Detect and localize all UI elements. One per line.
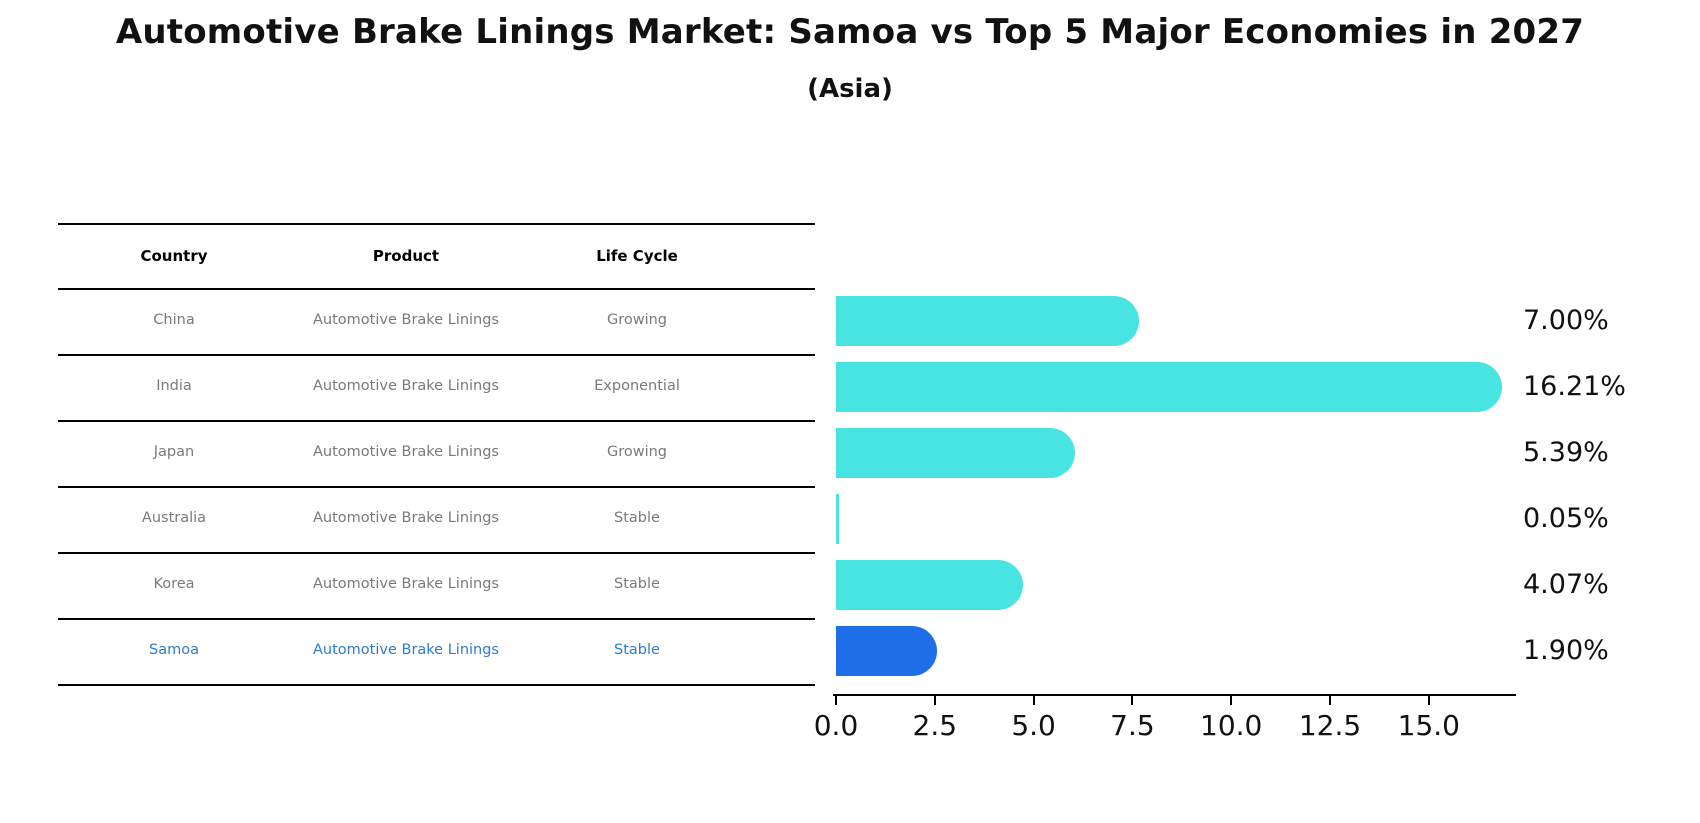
table-row-divider: [58, 354, 815, 356]
value-label-india: 16.21%: [1523, 371, 1626, 402]
x-tick: [1032, 696, 1035, 705]
product-cell: Automotive Brake Linings: [313, 312, 499, 328]
x-tick: [933, 696, 936, 705]
bar-japan: [836, 428, 1075, 478]
bar-korea: [836, 560, 1023, 610]
life-cycle-cell: Growing: [606, 444, 668, 460]
table-row-divider: [58, 223, 815, 225]
x-tick-label: 10.0: [1200, 709, 1263, 742]
life-cycle-cell: Exponential: [594, 378, 680, 394]
country-cell: Australia: [141, 510, 207, 526]
highlighted-bar-samoa: [836, 626, 938, 676]
bar-china: [836, 296, 1139, 346]
country-cell: Japan: [153, 444, 195, 460]
life-cycle-cell: Stable: [614, 576, 660, 592]
life-cycle-cell: Growing: [606, 312, 668, 328]
x-tick-label: 7.5: [1110, 709, 1155, 742]
x-tick-label: 5.0: [1011, 709, 1056, 742]
value-label-japan: 5.39%: [1523, 437, 1609, 468]
product-cell: Automotive Brake Linings: [313, 642, 499, 658]
x-tick-label: 12.5: [1298, 709, 1362, 742]
table-row-divider: [58, 552, 815, 554]
table-row-divider: [58, 486, 815, 488]
table-row-divider: [58, 618, 815, 620]
table-row-divider: [58, 288, 815, 290]
table-row-divider: [58, 420, 815, 422]
country-cell: China: [153, 312, 195, 328]
product-cell: Automotive Brake Linings: [313, 510, 499, 526]
product-cell: Automotive Brake Linings: [313, 444, 499, 460]
table-row-divider: [58, 684, 815, 686]
x-tick-label: 2.5: [912, 709, 958, 742]
product-cell: Automotive Brake Linings: [313, 576, 499, 592]
bar-india: [836, 362, 1503, 412]
country-cell: Korea: [153, 576, 195, 592]
country-info-table: Country Product Life Cycle China Automoti…: [58, 223, 815, 687]
value-label-australia: 0.05%: [1523, 503, 1609, 534]
x-tick-label: 15.0: [1397, 709, 1460, 742]
table-header-country: Country: [140, 247, 208, 265]
x-tick: [1230, 696, 1233, 705]
product-cell: Automotive Brake Linings: [313, 378, 499, 394]
value-label-samoa: 1.90%: [1523, 635, 1609, 666]
x-axis-line: [833, 694, 1516, 696]
life-cycle-cell: Stable: [614, 510, 660, 526]
x-tick: [1329, 696, 1331, 705]
value-label-korea: 4.07%: [1523, 569, 1609, 600]
country-cell: India: [156, 378, 192, 394]
table-header-product: Product: [372, 247, 440, 265]
x-tick-label: 0.0: [813, 709, 859, 742]
chart-subtitle: (Asia): [807, 74, 893, 104]
table-header-lifecycle: Life Cycle: [596, 247, 678, 265]
life-cycle-cell: Stable: [614, 642, 660, 658]
country-cell: Samoa: [149, 642, 199, 658]
x-tick: [1427, 696, 1430, 705]
chart-title: Automotive Brake Linings Market: Samoa v…: [115, 12, 1585, 52]
x-tick: [1131, 696, 1134, 705]
value-label-china: 7.00%: [1523, 305, 1609, 336]
x-tick: [835, 696, 837, 705]
bar-australia: [836, 494, 839, 544]
